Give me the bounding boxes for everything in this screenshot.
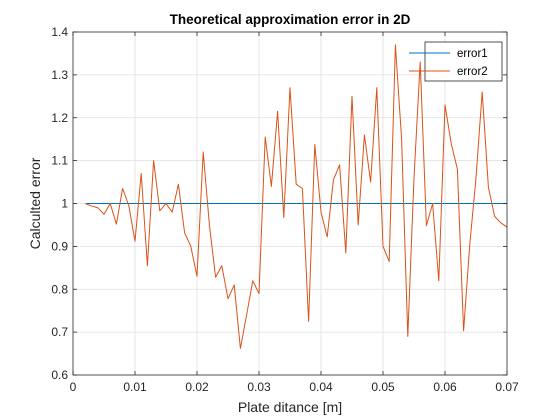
- legend-label-error1: error1: [457, 48, 488, 60]
- x-tick-label: 0.03: [247, 380, 271, 394]
- x-tick-label: 0.05: [371, 380, 395, 394]
- series-line-error2: [85, 44, 508, 349]
- y-tick-label: 0.8: [51, 282, 68, 296]
- y-axis-label: Calculted error: [27, 157, 43, 249]
- y-tick-label: 0.7: [51, 325, 68, 339]
- legend-box: [424, 41, 503, 82]
- series-group: [85, 44, 508, 349]
- y-tick-label: 1.3: [51, 68, 68, 82]
- x-tick-label: 0.06: [433, 380, 457, 394]
- x-tick-label: 0.02: [185, 380, 209, 394]
- y-tick-label: 1.4: [51, 25, 68, 39]
- y-tick-label: 1.1: [51, 154, 68, 168]
- x-tick-label: 0: [70, 380, 77, 394]
- y-tick-label: 1.2: [51, 111, 68, 125]
- chart-title: Theoretical approximation error in 2D: [170, 12, 411, 27]
- y-tick-label: 0.6: [51, 368, 68, 382]
- legend: error1 error2: [409, 41, 503, 82]
- x-tick-label: 0.01: [123, 380, 147, 394]
- ticks: 0 0.01 0.02 0.03 0.04 0.05 0.06 0.07 0.6 0.7 0.8 0.…: [51, 25, 519, 394]
- x-tick-label: 0.04: [309, 380, 333, 394]
- x-tick-label: 0.07: [495, 380, 519, 394]
- legend-label-error2: error2: [457, 66, 488, 78]
- y-tick-label: 0.9: [51, 239, 68, 253]
- y-tick-label: 1: [61, 197, 68, 211]
- grid: [73, 32, 507, 375]
- x-axis-label: Plate ditance [m]: [238, 399, 342, 415]
